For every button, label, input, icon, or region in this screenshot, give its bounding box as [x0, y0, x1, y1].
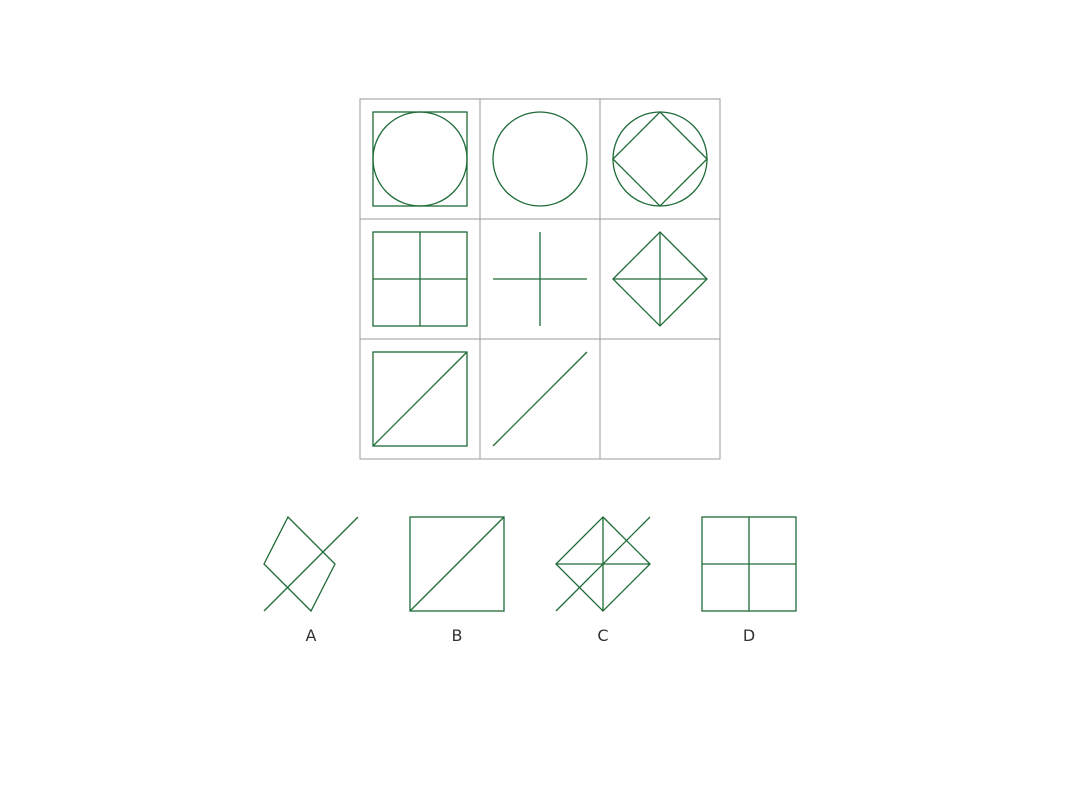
option-figure-a [263, 515, 359, 613]
diamond-shape [612, 111, 708, 207]
matrix-cell-r2-c3 [612, 231, 708, 327]
matrix-cell-r2-c2 [493, 232, 587, 326]
circle-shape [612, 111, 708, 207]
diagonal-line [555, 516, 651, 612]
option-label-b[interactable]: B [451, 626, 463, 645]
circle-shape [372, 111, 468, 207]
diagonal-line [263, 516, 359, 612]
option-label-c[interactable]: C [597, 626, 609, 645]
option-figure-b [409, 516, 505, 612]
matrix-grid [359, 98, 721, 460]
option-label-a[interactable]: A [305, 626, 317, 645]
option-figure-c [555, 516, 651, 612]
matrix-cell-r1-c2 [492, 111, 588, 207]
matrix-figures [372, 111, 708, 447]
square-shape [409, 516, 505, 612]
option-figure-d [701, 516, 797, 612]
circle-shape [492, 111, 588, 207]
option-label-d[interactable]: D [742, 626, 756, 645]
diagonal-line [372, 351, 468, 447]
matrix-border [359, 98, 721, 460]
option-figures [263, 515, 797, 613]
matrix-cell-r1-c1 [372, 111, 468, 207]
diagonal-line [492, 351, 588, 447]
matrix-cell-r3-c1 [372, 351, 468, 447]
diagonal-line [409, 516, 505, 612]
matrix-cell-r1-c3 [612, 111, 708, 207]
square-shape [372, 351, 468, 447]
diamond-shape [263, 515, 336, 613]
matrix-cell-r3-c2 [492, 351, 588, 447]
matrix-cell-r2-c1 [372, 231, 468, 327]
